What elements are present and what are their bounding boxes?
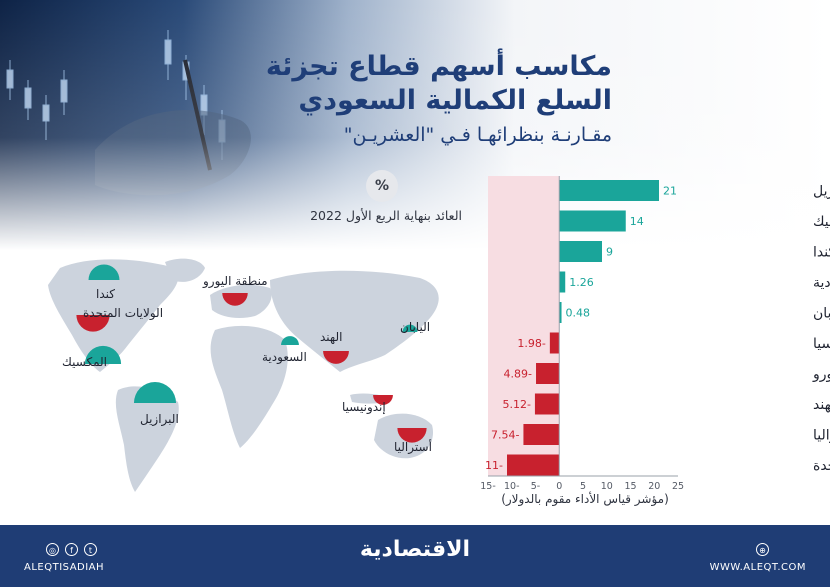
map-label-japan: اليابان <box>400 320 431 334</box>
category-label: إندونيسيا <box>813 336 830 352</box>
instagram-icon[interactable]: ◎ <box>46 543 59 556</box>
bar <box>507 454 560 476</box>
bar <box>549 332 560 354</box>
greenland-shape <box>165 258 205 282</box>
category-labels: البرازيل المكسيك كندا السعودية اليابان إندوني… <box>812 184 830 475</box>
africa-shape <box>210 325 288 448</box>
category-label: المكسيك <box>813 214 830 230</box>
x-tick-label: 10 <box>601 481 613 492</box>
map-marker <box>88 264 120 280</box>
bars: 21 14 9 1.26 0.48 1.98- 4.89- 5.12- 7.54- 11- <box>485 180 677 476</box>
category-label: الهند <box>813 397 830 413</box>
title-block: مكاسب أسهم قطاع تجزئة السلع الكمالية الس… <box>192 50 612 146</box>
map-label-canada: كندا <box>96 287 115 301</box>
bar <box>536 363 560 384</box>
bar-value-label: 21 <box>663 185 677 198</box>
map-label-united-states: الولايات المتحدة <box>83 306 164 320</box>
asia-shape <box>270 270 439 372</box>
axis-caption: (مؤشر قياس الأداء مقوم بالدولار) <box>501 492 669 506</box>
chart-caption: العائد بنهاية الربع الأول 2022 <box>310 208 462 223</box>
brand-logo: الاقتصادية <box>359 537 471 562</box>
map-label-brazil: البرازيل <box>140 412 179 426</box>
map-marker <box>84 345 122 364</box>
map-marker <box>222 293 248 306</box>
bar <box>534 393 560 415</box>
x-tick-label: 5- <box>531 481 540 492</box>
map-marker <box>76 315 110 332</box>
category-label: البرازيل <box>813 184 830 200</box>
bar <box>559 210 626 232</box>
x-tick-label: 15 <box>624 481 636 492</box>
x-tick-label: 5 <box>580 481 586 492</box>
category-label: منطقة اليورو <box>812 367 830 383</box>
map-markers <box>76 264 427 443</box>
bar <box>559 241 602 262</box>
map-marker <box>397 428 427 443</box>
map-marker <box>133 381 177 403</box>
website-icon[interactable]: ⊕ <box>756 543 769 556</box>
category-label: كندا <box>813 245 830 261</box>
footer: الاقتصادية ◎ f t ALEQTISADIAH ⊕ WWW.ALEQ… <box>0 525 830 587</box>
hero-background <box>0 0 830 250</box>
bar <box>523 424 560 445</box>
map-marker <box>373 395 393 405</box>
south-america-shape <box>115 386 179 492</box>
map-label-india: الهند <box>320 330 343 344</box>
bar-value-label: 1.98- <box>517 337 545 350</box>
bar-value-label: 11- <box>485 459 503 472</box>
map-marker <box>323 351 349 364</box>
bar-value-label: 5.12- <box>502 398 530 411</box>
category-label: السعودية <box>813 275 830 291</box>
x-tick-label: 15- <box>480 481 496 492</box>
category-label: أستراليا <box>813 426 830 444</box>
map-marker <box>402 324 418 332</box>
map-marker <box>281 336 299 345</box>
percent-badge: % <box>366 170 398 202</box>
north-america-shape <box>48 259 179 372</box>
map-label-saudi: السعودية <box>262 350 307 364</box>
bar-value-label: 1.26 <box>569 276 594 289</box>
map-label-eurozone: منطقة اليورو <box>203 274 268 288</box>
twitter-icon[interactable]: t <box>84 543 97 556</box>
bar <box>559 302 562 323</box>
x-tick-label: 20 <box>648 481 660 492</box>
x-tick-label: 0 <box>556 481 562 492</box>
x-tick-label: 10- <box>504 481 520 492</box>
website-url: WWW.ALEQT.COM <box>709 562 806 573</box>
map-label-mexico: المكسيك <box>62 355 107 369</box>
x-tick-label: 25 <box>672 481 684 492</box>
bar <box>559 271 566 293</box>
map-label-indonesia: إندونيسيا <box>342 400 386 414</box>
x-axis-ticks: 15- 10- 5- 0 5 10 15 20 25 <box>480 481 684 492</box>
bar-value-label: 14 <box>630 215 644 228</box>
map-label-australia: أستراليا <box>394 440 432 454</box>
bar-value-label: 9 <box>606 246 613 259</box>
bar-value-label: 0.48 <box>566 307 591 320</box>
bar <box>559 180 659 201</box>
bar-value-label: 7.54- <box>491 429 519 442</box>
subtitle: مقـارنـة بنظرائهـا فـي "العشريـن" <box>343 124 612 146</box>
title-line-2: السلع الكمالية السعودي <box>298 85 612 116</box>
category-label: الولايات المتحدة <box>813 458 830 474</box>
facebook-icon[interactable]: f <box>65 543 78 556</box>
title-line-1: مكاسب أسهم قطاع تجزئة <box>265 51 612 82</box>
category-label: اليابان <box>813 306 830 322</box>
bar-value-label: 4.89- <box>504 368 532 381</box>
social-handle: ALEQTISADIAH <box>24 562 105 573</box>
